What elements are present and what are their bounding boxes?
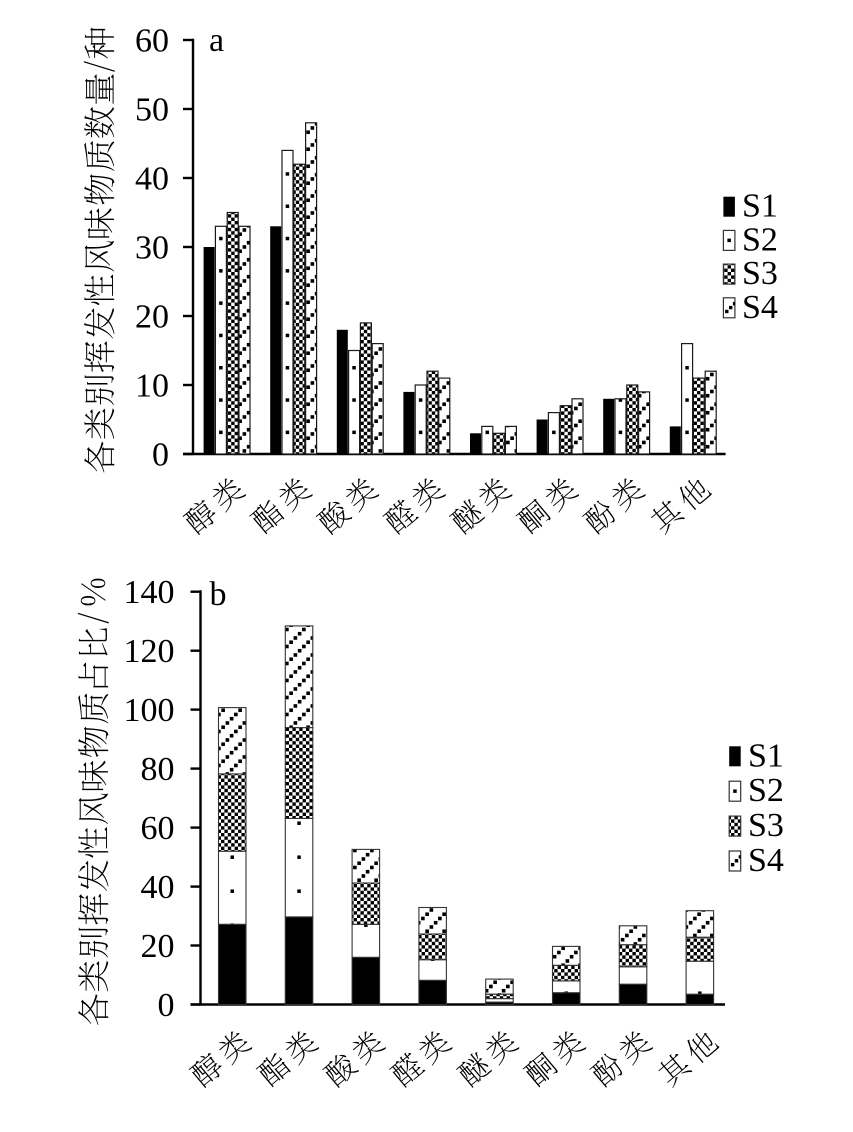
- svg-text:0: 0: [152, 437, 169, 474]
- svg-text:S2: S2: [742, 221, 778, 258]
- svg-text:S2: S2: [748, 772, 784, 809]
- svg-text:S3: S3: [742, 255, 778, 292]
- svg-text:140: 140: [124, 574, 175, 611]
- svg-text:60: 60: [141, 810, 175, 847]
- svg-text:a: a: [209, 22, 224, 59]
- svg-text:20: 20: [135, 299, 169, 336]
- svg-text:0: 0: [158, 987, 175, 1024]
- svg-text:100: 100: [124, 692, 175, 729]
- svg-text:S3: S3: [748, 807, 784, 844]
- svg-text:S4: S4: [742, 289, 778, 326]
- svg-text:S1: S1: [742, 188, 778, 225]
- svg-text:40: 40: [135, 161, 169, 198]
- svg-text:20: 20: [141, 928, 175, 965]
- svg-text:b: b: [210, 576, 227, 613]
- svg-text:10: 10: [135, 368, 169, 405]
- svg-text:80: 80: [141, 751, 175, 788]
- svg-text:60: 60: [135, 23, 169, 60]
- svg-text:50: 50: [135, 92, 169, 129]
- svg-text:30: 30: [135, 230, 169, 267]
- svg-text:120: 120: [124, 633, 175, 670]
- svg-text:40: 40: [141, 869, 175, 906]
- svg-text:S1: S1: [748, 737, 784, 774]
- svg-text:S4: S4: [748, 842, 784, 879]
